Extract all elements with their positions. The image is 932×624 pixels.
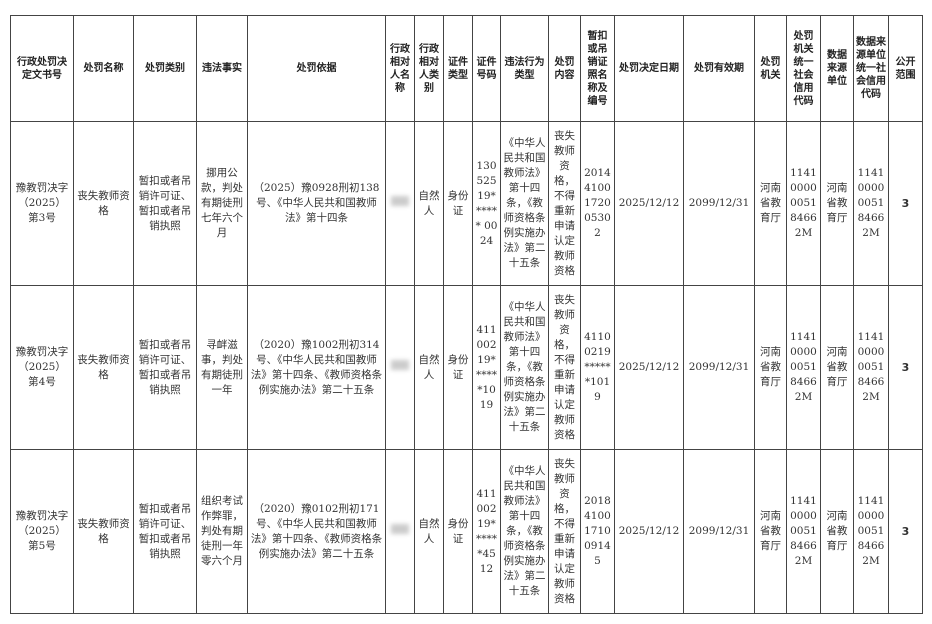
cell-name: 丧失教师资格 [73, 121, 134, 286]
column-header: 数据来源单位统一社会信用代码 [853, 15, 889, 122]
cell-facts: 组织考试作弊罪，判处有期徒刑一年零六个月 [196, 449, 248, 614]
column-header: 数据来源单位 [820, 15, 854, 122]
cell-source: 河南省教育厅 [820, 121, 854, 286]
cell-source: 河南省教育厅 [820, 449, 854, 614]
cell-basis: （2020）豫0102刑初171号、《中华人民共和国教师法》第十四条、《教师资格… [247, 449, 386, 614]
penalty-table: 行政处罚决定文书号 处罚名称 处罚类别 违法事实 处罚依据 行政相对人名称 行政相对人类别证… [10, 15, 923, 614]
cell-valid-until: 2099/12/31 [683, 121, 755, 286]
cell-category: 暂扣或者吊销许可证、暂扣或者吊销执照 [133, 285, 197, 450]
cell-scope: 3 [888, 285, 923, 450]
cell-id-type: 身份证 [443, 285, 473, 450]
cell-source-code: 11410000005184662M [853, 121, 889, 286]
column-header: 处罚依据 [247, 15, 386, 122]
column-header: 处罚决定日期 [614, 15, 684, 122]
cell-id-type: 身份证 [443, 121, 473, 286]
redaction-blur [391, 360, 409, 370]
cell-valid-until: 2099/12/31 [683, 285, 755, 450]
cell-license-no: 20144100172005302 [580, 121, 615, 286]
cell-category: 暂扣或者吊销许可证、暂扣或者吊销执照 [133, 121, 197, 286]
cell-facts: 挪用公款，判处有期徒刑七年六个月 [196, 121, 248, 286]
party-name-redacted [385, 285, 415, 450]
cell-doc-no: 豫教罚决字（2025）第4号 [10, 285, 74, 450]
column-header: 行政相对人名称 [385, 15, 415, 122]
column-header: 处罚内容 [548, 15, 581, 122]
party-name-redacted [385, 121, 415, 286]
column-header: 行政处罚决定文书号 [10, 15, 74, 122]
cell-source-code: 11410000005184662M [853, 449, 889, 614]
cell-decision-date: 2025/12/12 [614, 121, 684, 286]
column-header: 行政相对人类别 [414, 15, 444, 122]
party-name-redacted [385, 449, 415, 614]
cell-category: 暂扣或者吊销许可证、暂扣或者吊销执照 [133, 449, 197, 614]
cell-content: 丧失教师资格，不得重新申请认定教师资格 [548, 121, 581, 286]
cell-valid-until: 2099/12/31 [683, 449, 755, 614]
table-row: 豫教罚决字（2025）第5号 丧失教师资格 暂扣或者吊销许可证、暂扣或者吊销执照 组织… [10, 449, 923, 614]
column-header: 处罚有效期 [683, 15, 755, 122]
column-header: 公开范围 [888, 15, 923, 122]
cell-violation-type: 《中华人民共和国教师法》第十四条，《教师资格条例实施办法》第二十五条 [500, 285, 549, 450]
column-header: 处罚机关统一社会信用代码 [786, 15, 821, 122]
cell-source: 河南省教育厅 [820, 285, 854, 450]
table-row: 豫教罚决字（2025）第3号 丧失教师资格 暂扣或者吊销许可证、暂扣或者吊销执照 挪用… [10, 121, 923, 286]
cell-id-no: 130525 19****** 0024 [472, 121, 501, 286]
header-row: 行政处罚决定文书号 处罚名称 处罚类别 违法事实 处罚依据 行政相对人名称 行政相对人类别证… [10, 15, 923, 122]
cell-party-type: 自然人 [414, 285, 444, 450]
cell-authority: 河南省教育厅 [754, 449, 787, 614]
cell-authority-code: 11410000005184662M [786, 121, 821, 286]
cell-name: 丧失教师资格 [73, 449, 134, 614]
column-header: 处罚类别 [133, 15, 197, 122]
table-row: 豫教罚决字（2025）第4号 丧失教师资格 暂扣或者吊销许可证、暂扣或者吊销执照 寻衅… [10, 285, 923, 450]
cell-decision-date: 2025/12/12 [614, 285, 684, 450]
cell-decision-date: 2025/12/12 [614, 449, 684, 614]
cell-name: 丧失教师资格 [73, 285, 134, 450]
column-header: 证件号码 [472, 15, 501, 122]
cell-source-code: 11410000005184662M [853, 285, 889, 450]
redaction-blur [391, 524, 409, 534]
cell-basis: （2025）豫0928刑初138号、《中华人民共和国教师法》第十四条 [247, 121, 386, 286]
cell-violation-type: 《中华人民共和国教师法》第十四条，《教师资格条例实施办法》第二十五条 [500, 449, 549, 614]
cell-id-no: 41100219******1019 [472, 285, 501, 450]
redaction-blur [391, 196, 409, 206]
cell-license-no: 20184100171009145 [580, 449, 615, 614]
cell-authority: 河南省教育厅 [754, 285, 787, 450]
cell-basis: （2020）豫1002刑初314号、《中华人民共和国教师法》第十四条、《教师资格… [247, 285, 386, 450]
cell-id-type: 身份证 [443, 449, 473, 614]
column-header: 违法事实 [196, 15, 248, 122]
cell-authority-code: 11410000005184662M [786, 449, 821, 614]
cell-scope: 3 [888, 121, 923, 286]
cell-authority: 河南省教育厅 [754, 121, 787, 286]
cell-id-no: 41100219******4512 [472, 449, 501, 614]
cell-content: 丧失教师资格，不得重新申请认定教师资格 [548, 285, 581, 450]
cell-violation-type: 《中华人民共和国教师法》第十四条，《教师资格条例实施办法》第二十五条 [500, 121, 549, 286]
column-header: 暂扣或吊销证照名称及编号 [580, 15, 615, 122]
cell-scope: 3 [888, 449, 923, 614]
cell-license-no: 41100219******1019 [580, 285, 615, 450]
cell-authority-code: 11410000005184662M [786, 285, 821, 450]
column-header: 处罚机关 [754, 15, 787, 122]
cell-doc-no: 豫教罚决字（2025）第3号 [10, 121, 74, 286]
cell-party-type: 自然人 [414, 121, 444, 286]
cell-facts: 寻衅滋事，判处有期徒刑一年 [196, 285, 248, 450]
cell-doc-no: 豫教罚决字（2025）第5号 [10, 449, 74, 614]
column-header: 处罚名称 [73, 15, 134, 122]
column-header: 证件类型 [443, 15, 473, 122]
cell-party-type: 自然人 [414, 449, 444, 614]
cell-content: 丧失教师资格，不得重新申请认定教师资格 [548, 449, 581, 614]
column-header: 违法行为类型 [500, 15, 549, 122]
